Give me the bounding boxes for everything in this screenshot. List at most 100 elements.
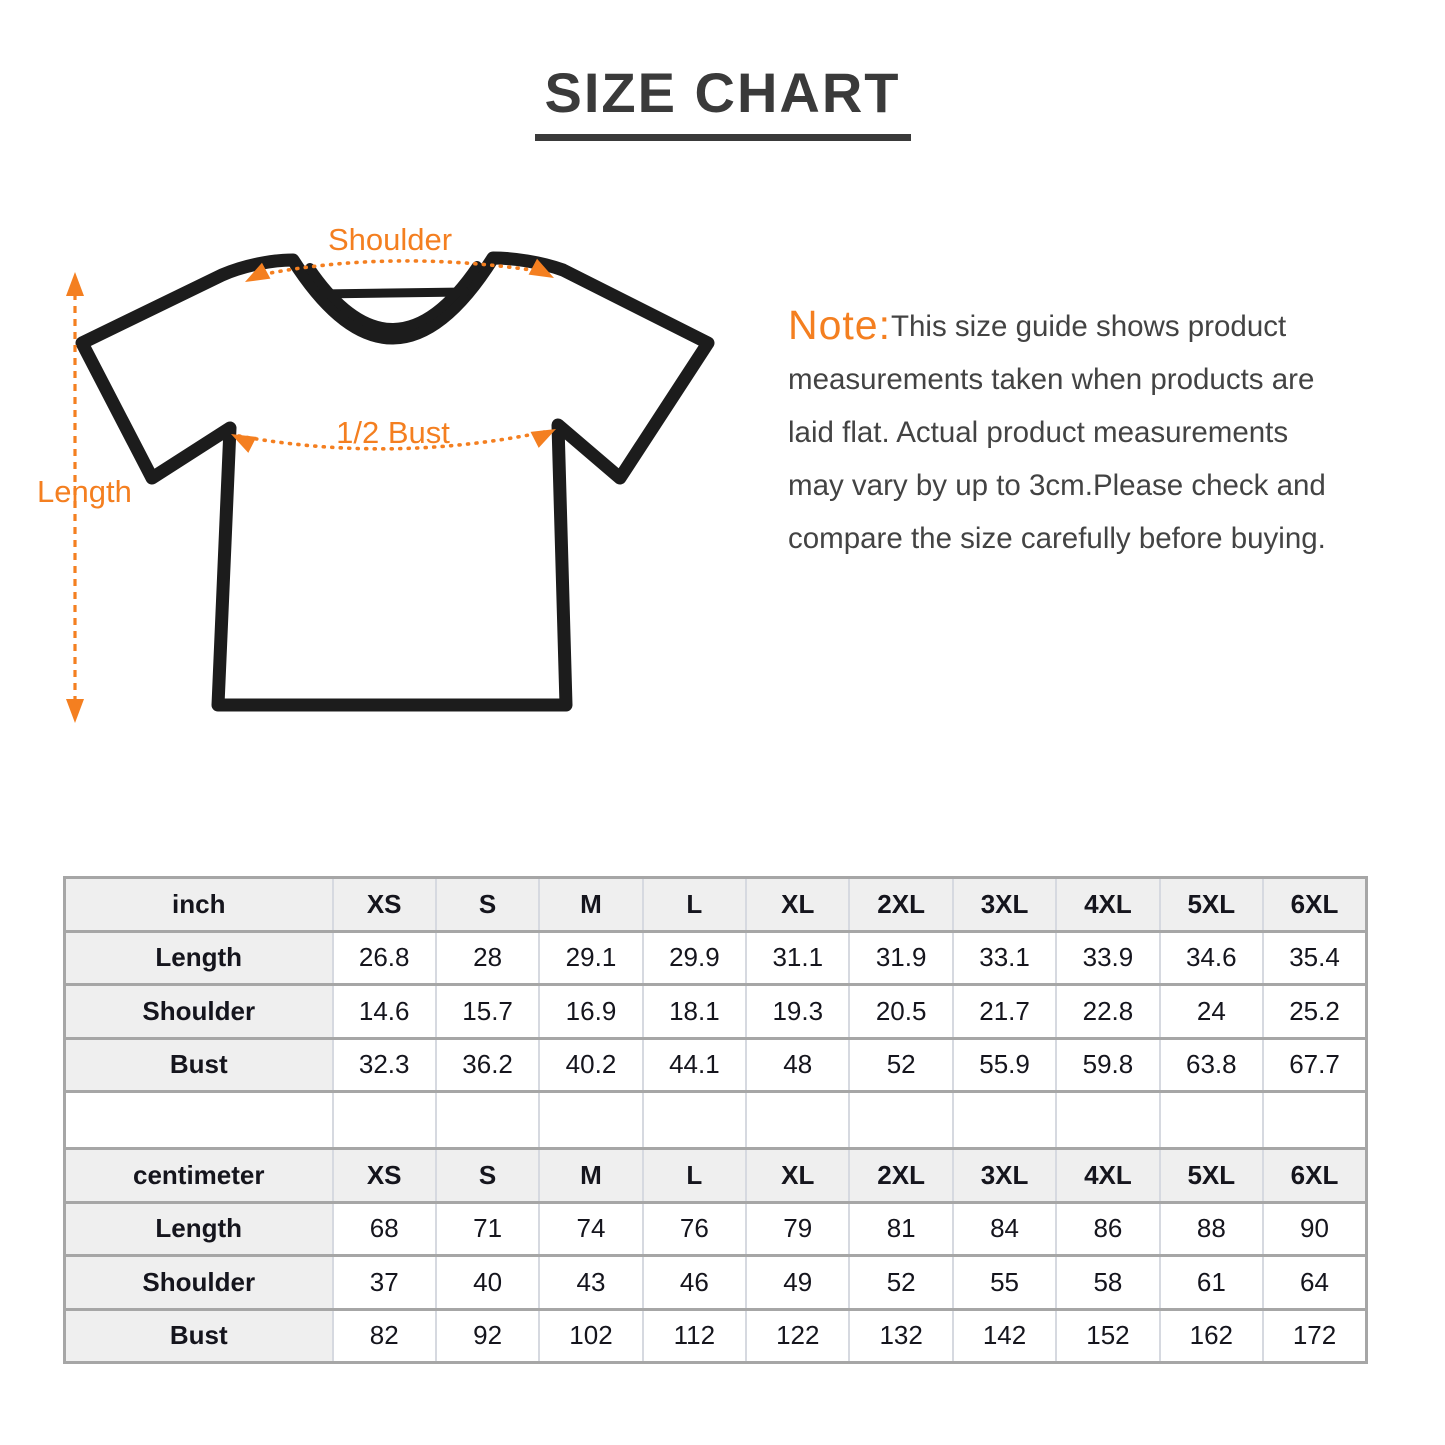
- unit-label: inch: [63, 876, 333, 931]
- size-header: L: [641, 876, 747, 931]
- value-cell: 31.1: [745, 929, 850, 985]
- value-cell: 14.6: [331, 983, 436, 1038]
- value-cell: 67.7: [1262, 1036, 1367, 1092]
- row-label: Shoulder: [63, 983, 333, 1038]
- spacer-cell: [951, 1090, 1057, 1149]
- value-cell: 21.7: [951, 983, 1057, 1038]
- value-cell: 61: [1158, 1254, 1264, 1309]
- note-label: Note:: [788, 302, 891, 348]
- size-header: 3XL: [951, 1147, 1057, 1202]
- value-cell: 88: [1158, 1200, 1264, 1256]
- value-cell: 142: [951, 1307, 1057, 1363]
- shoulder-measure-line: [253, 259, 547, 278]
- value-cell: 172: [1262, 1307, 1367, 1363]
- value-cell: 84: [951, 1200, 1057, 1256]
- value-cell: 76: [641, 1200, 747, 1256]
- value-cell: 29.1: [538, 929, 643, 985]
- value-cell: 63.8: [1158, 1036, 1264, 1092]
- row-label: Length: [63, 929, 333, 985]
- page-title-text: SIZE CHART: [534, 60, 911, 141]
- value-cell: 16.9: [538, 983, 643, 1038]
- spacer-cell: [538, 1090, 643, 1149]
- size-header: XL: [745, 876, 850, 931]
- value-cell: 112: [641, 1307, 747, 1363]
- spacer-cell: [745, 1090, 850, 1149]
- note-text: This size guide shows product: [891, 310, 1287, 343]
- value-cell: 33.1: [951, 929, 1057, 985]
- bust-label: 1/2 Bust: [336, 415, 450, 450]
- shoulder-arrow-left-icon: [245, 262, 271, 282]
- value-cell: 59.8: [1055, 1036, 1160, 1092]
- size-header: M: [538, 876, 643, 931]
- note-block: Note:This size guide shows product measu…: [788, 300, 1406, 565]
- page-title: SIZE CHART: [0, 60, 1445, 141]
- value-cell: 26.8: [331, 929, 436, 985]
- note-line: compare the size carefully before buying…: [788, 522, 1326, 555]
- value-cell: 92: [434, 1307, 540, 1363]
- size-header: S: [434, 1147, 540, 1202]
- length-arrow-top-icon: [66, 272, 84, 296]
- spacer-cell: [848, 1090, 953, 1149]
- spacer-cell: [1158, 1090, 1264, 1149]
- value-cell: 162: [1158, 1307, 1264, 1363]
- value-cell: 81: [848, 1200, 953, 1256]
- value-cell: 22.8: [1055, 983, 1160, 1038]
- value-cell: 46: [641, 1254, 747, 1309]
- value-cell: 43: [538, 1254, 643, 1309]
- row-label: Length: [63, 1200, 333, 1256]
- value-cell: 64: [1262, 1254, 1367, 1309]
- value-cell: 52: [848, 1036, 953, 1092]
- measurement-row: Length 68 71 74 76 79 81 84 86 88 90: [63, 1200, 1367, 1256]
- value-cell: 132: [848, 1307, 953, 1363]
- value-cell: 74: [538, 1200, 643, 1256]
- length-label: Length: [37, 474, 132, 509]
- size-header: 4XL: [1055, 1147, 1160, 1202]
- value-cell: 82: [331, 1307, 436, 1363]
- size-header: 4XL: [1055, 876, 1160, 931]
- value-cell: 55: [951, 1254, 1057, 1309]
- size-header: 2XL: [848, 1147, 953, 1202]
- value-cell: 49: [745, 1254, 850, 1309]
- size-table-body: inch XS S M L XL 2XL 3XL 4XL 5XL 6XL Length 26.8 28 29…: [63, 876, 1367, 1363]
- shoulder-arrow-right-icon: [528, 258, 554, 278]
- value-cell: 35.4: [1262, 929, 1367, 985]
- value-cell: 18.1: [641, 983, 747, 1038]
- shoulder-label: Shoulder: [328, 222, 452, 257]
- tshirt-diagram: Length Shoulder 1/2 Bust: [37, 222, 715, 723]
- note-line: may vary by up to 3cm.Please check and: [788, 469, 1326, 502]
- value-cell: 52: [848, 1254, 953, 1309]
- value-cell: 90: [1262, 1200, 1367, 1256]
- value-cell: 32.3: [331, 1036, 436, 1092]
- value-cell: 24: [1158, 983, 1264, 1038]
- size-header: 3XL: [951, 876, 1057, 931]
- value-cell: 33.9: [1055, 929, 1160, 985]
- value-cell: 79: [745, 1200, 850, 1256]
- bust-arrow-left-icon: [231, 434, 257, 453]
- row-label: Bust: [63, 1307, 333, 1363]
- value-cell: 86: [1055, 1200, 1160, 1256]
- value-cell: 40.2: [538, 1036, 643, 1092]
- row-label: Shoulder: [63, 1254, 333, 1309]
- note-line: laid flat. Actual product measurements: [788, 416, 1289, 449]
- length-arrow-bottom-icon: [66, 699, 84, 723]
- size-header-row: inch XS S M L XL 2XL 3XL 4XL 5XL 6XL: [63, 876, 1367, 931]
- bust-measure-line: [237, 429, 551, 451]
- spacer-cell: [641, 1090, 747, 1149]
- tshirt-outline-icon: [75, 251, 715, 712]
- value-cell: 19.3: [745, 983, 850, 1038]
- spacer-cell: [63, 1090, 333, 1149]
- spacer-cell: [1055, 1090, 1160, 1149]
- measurement-row: Shoulder 14.6 15.7 16.9 18.1 19.3 20.5 21.7 22.8…: [63, 983, 1367, 1038]
- size-header-row: centimeter XS S M L XL 2XL 3XL 4XL 5XL 6XL: [63, 1147, 1367, 1202]
- spacer-cell: [1262, 1090, 1367, 1149]
- measurement-row: Shoulder 37 40 43 46 49 52 55 58 61 64: [63, 1254, 1367, 1309]
- size-header: L: [641, 1147, 747, 1202]
- size-header: XS: [331, 1147, 436, 1202]
- value-cell: 37: [331, 1254, 436, 1309]
- collar-back-line-icon: [315, 287, 470, 299]
- measurement-row: Length 26.8 28 29.1 29.9 31.1 31.9 33.1 33.9 34.6…: [63, 929, 1367, 985]
- value-cell: 58: [1055, 1254, 1160, 1309]
- value-cell: 55.9: [951, 1036, 1057, 1092]
- value-cell: 102: [538, 1307, 643, 1363]
